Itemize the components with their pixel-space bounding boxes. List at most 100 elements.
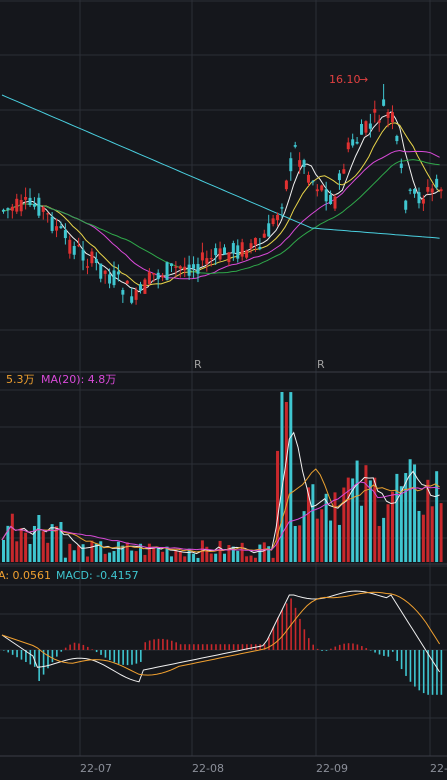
macd-bar [281,609,284,650]
volume-bar [382,517,386,562]
macd-bar [100,650,102,655]
volume-bar [351,478,355,562]
candle-body [346,142,350,150]
volume-bar [360,505,364,562]
macd-bar [25,650,27,662]
candle-body [399,163,403,168]
date-tick: 22-07 [80,762,112,775]
macd-bar [82,644,85,650]
macd-bar [312,644,314,650]
volume-bar [293,526,297,562]
candle-body [68,239,72,254]
candle-body [134,290,138,300]
volume-bar [333,492,337,562]
macd-bar [29,650,32,665]
candlesticks [2,84,443,305]
volume-bar [346,477,350,562]
rights-marker: R [194,358,202,371]
candle-body [121,290,125,295]
macd-lines [1,590,441,683]
volume-bar [214,553,218,562]
candle-body [178,266,182,269]
macd-bar [219,644,222,650]
candle-body [2,209,5,212]
volume-bar [324,493,328,562]
candle-body [258,247,262,250]
candle-body [165,262,169,280]
macd-bar [42,650,45,675]
volume-ma-line-5 [1,431,440,555]
macd-bar [427,650,429,695]
candle-body [377,120,381,123]
macd-bar [307,638,310,650]
volume-bar [231,546,235,562]
candle-body [183,266,187,271]
volume-bar [253,557,257,562]
macd-bar [316,648,319,650]
candle-body [196,263,200,274]
volume-bar [99,541,103,562]
macd-histogram [3,598,443,695]
volume-bar [298,525,302,562]
macd-bar [334,646,337,650]
candle-body [139,284,143,291]
candle-body [174,266,178,268]
macd-bar [431,650,434,695]
volume-bar [28,543,32,562]
macd-bar [374,650,376,653]
candle-body [209,258,213,260]
volume-bar [68,543,72,562]
candle-body [156,272,160,280]
volume-bar [125,542,129,562]
candle-body [231,243,235,254]
macd-bar [162,638,164,650]
high-price-arrow: → [359,73,368,86]
candle-body [187,264,191,276]
candle-body [99,263,103,279]
volume-bars [2,392,443,562]
candle-body [395,135,399,142]
candle-body [306,174,310,183]
candle-body [408,189,412,191]
candle-body [77,245,81,247]
candle-body [426,187,430,192]
volume-bar [10,513,14,562]
volume-bar [15,541,19,562]
macd-dea-line [1,591,441,676]
date-axis: 22-07 22-08 22-09 22- [80,762,447,775]
volume-bar [426,479,430,562]
volume-bar [143,554,147,562]
macd-bar [197,644,200,650]
volume-bar [174,549,178,562]
volume-bar [165,546,169,562]
candle-body [404,200,408,210]
candle-body [262,233,266,238]
candle-body [214,248,218,256]
macd-bar [418,650,421,691]
candle-body [94,259,98,263]
macd-bar [3,650,5,651]
macd-bar [188,644,191,650]
volume-bar [108,552,112,562]
candle-body [28,197,32,206]
volume-bar [156,547,160,562]
candle-body [373,109,377,113]
macd-bar [232,644,235,650]
volume-bar [249,555,253,562]
candle-body [24,196,28,200]
volume-bar [430,506,434,562]
macd-bar [414,650,416,687]
macd-bar [338,644,341,650]
macd-dea-legend: A: 0.0561 [0,569,51,582]
candle-body [267,223,271,237]
volume-bar [236,550,240,562]
volume-bar [320,509,324,562]
candle-body [152,273,156,275]
volume-panel: 5.3万 MA(20): 4.8万 [1,373,443,562]
macd-bar [352,643,354,650]
candle-body [116,271,120,275]
volume-bar [32,525,36,562]
macd-bar [440,650,443,695]
macd-bar [73,642,76,650]
macd-bar [224,644,226,650]
